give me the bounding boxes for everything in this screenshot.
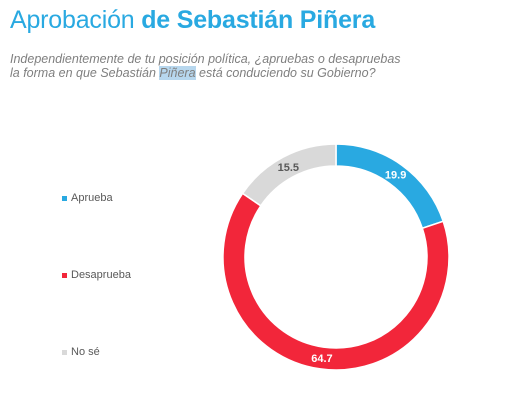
slice-aprueba — [335, 143, 445, 230]
question-highlight: Piñera — [159, 66, 196, 80]
legend-swatch-no-se — [62, 349, 67, 355]
slice-no-se — [241, 143, 337, 207]
legend-item-desaprueba: Desaprueba — [62, 269, 131, 281]
legend-swatch-desaprueba — [62, 272, 67, 278]
question-before: Independientemente de tu posición políti… — [10, 52, 401, 80]
survey-question: Independientemente de tu posición políti… — [10, 52, 410, 80]
chart-title: Aprobación de Sebastián Piñera — [10, 6, 375, 35]
slice-label-aprueba: 19.9 — [385, 169, 406, 181]
title-plain: Aprobación — [10, 6, 142, 34]
legend-label-no-se: No sé — [71, 346, 100, 358]
legend-label-aprueba: Aprueba — [71, 192, 113, 204]
slice-desaprueba — [222, 192, 450, 371]
slice-label-no-se: 15.5 — [278, 162, 299, 174]
legend-swatch-aprueba — [62, 195, 67, 201]
title-bold: de Sebastián Piñera — [141, 6, 376, 34]
legend-item-no-se: No sé — [62, 346, 100, 358]
legend-label-desaprueba: Desaprueba — [71, 269, 131, 281]
question-after: está conduciendo su Gobierno? — [195, 66, 376, 80]
legend-item-aprueba: Aprueba — [62, 192, 113, 204]
slice-label-desaprueba: 64.7 — [311, 353, 332, 365]
